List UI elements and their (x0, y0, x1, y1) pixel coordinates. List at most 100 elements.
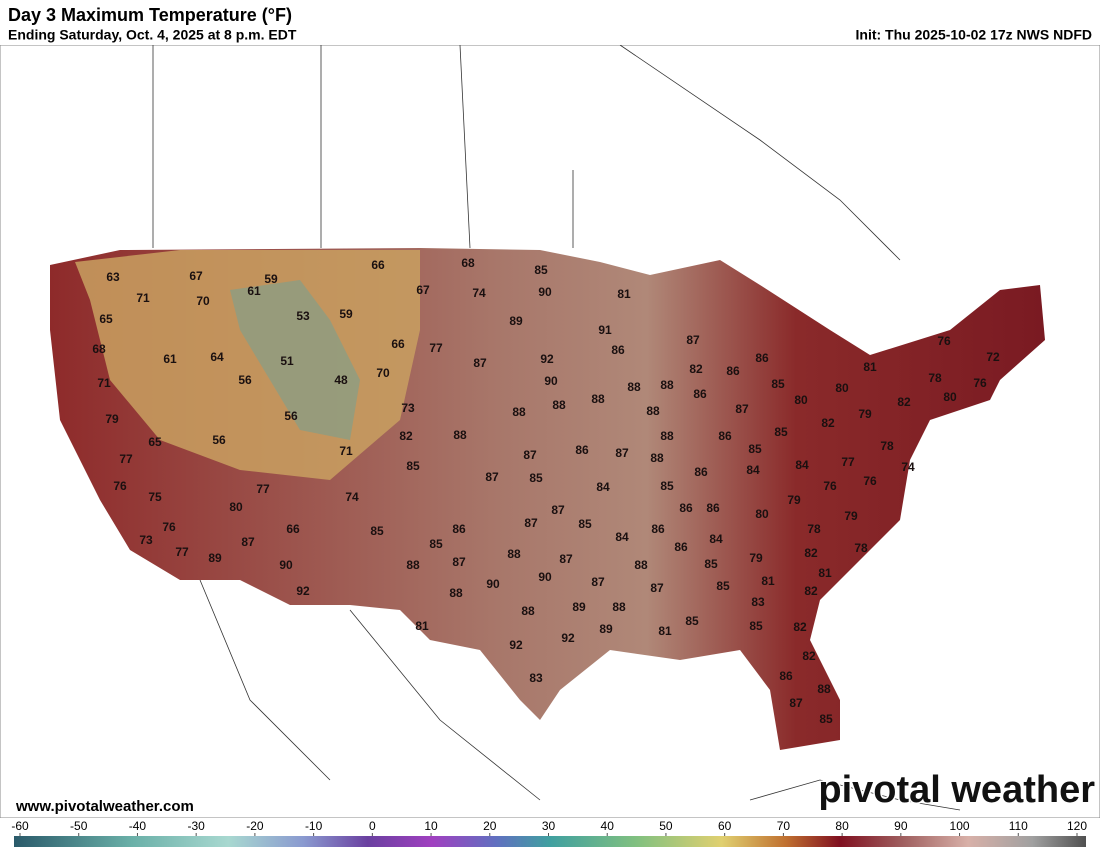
colorbar-tick-label: 20 (483, 819, 497, 833)
temperature-label: 88 (453, 428, 467, 442)
colorbar-ticks: -60 -50 -40 -30 -20 -10 0 10 20 30 40 50 60 70 80 90 100… (11, 819, 1087, 836)
temperature-label: 87 (591, 575, 605, 589)
temperature-label: 85 (406, 459, 420, 473)
temperature-label: 81 (617, 287, 631, 301)
temperature-label: 66 (286, 522, 300, 536)
header-bar (0, 0, 1100, 45)
temperature-label: 87 (452, 555, 466, 569)
temperature-label: 80 (835, 381, 849, 395)
colorbar-tick-label: 70 (777, 819, 791, 833)
temperature-label: 84 (709, 532, 723, 546)
temperature-label: 74 (345, 490, 359, 504)
temperature-label: 92 (296, 584, 310, 598)
temperature-label: 77 (429, 341, 443, 355)
rockies-field (230, 280, 360, 440)
temperature-label: 87 (551, 503, 565, 517)
temperature-label: 87 (735, 402, 749, 416)
temperature-label: 67 (189, 269, 203, 283)
temperature-label: 82 (897, 395, 911, 409)
temperature-label: 79 (787, 493, 801, 507)
temperature-label: 88 (507, 547, 521, 561)
temperature-label: 79 (105, 412, 119, 426)
temperature-label: 85 (534, 263, 548, 277)
colorbar-tick-label: 100 (950, 819, 970, 833)
temperature-label: 87 (650, 581, 664, 595)
temperature-label: 61 (247, 284, 261, 298)
temperature-label: 72 (986, 350, 1000, 364)
temperature-label: 87 (686, 333, 700, 347)
temperature-label: 68 (461, 256, 475, 270)
colorbar-tick-label: 120 (1067, 819, 1087, 833)
temperature-label: 88 (612, 600, 626, 614)
temperature-label: 90 (538, 570, 552, 584)
temperature-label: 63 (106, 270, 120, 284)
temperature-label: 92 (540, 352, 554, 366)
temperature-label: 82 (804, 584, 818, 598)
temperature-label: 82 (821, 416, 835, 430)
temperature-label: 79 (844, 509, 858, 523)
temperature-label: 77 (841, 455, 855, 469)
temperature-label: 85 (704, 557, 718, 571)
temperature-label: 87 (559, 552, 573, 566)
temperature-label: 77 (256, 482, 270, 496)
temperature-label: 64 (210, 350, 224, 364)
temperature-label: 80 (229, 500, 243, 514)
temperature-label: 90 (486, 577, 500, 591)
temperature-label: 87 (473, 356, 487, 370)
temperature-label: 59 (264, 272, 278, 286)
temperature-label: 88 (512, 405, 526, 419)
temperature-label: 89 (599, 622, 613, 636)
temperature-label: 88 (406, 558, 420, 572)
website: www.pivotalweather.com (15, 798, 194, 815)
temperature-label: 80 (794, 393, 808, 407)
temperature-label: 92 (509, 638, 523, 652)
temperature-label: 85 (370, 524, 384, 538)
colorbar-tick-label: 80 (835, 819, 849, 833)
temperature-label: 71 (339, 444, 353, 458)
temperature-label: 81 (818, 566, 832, 580)
temperature-label: 81 (761, 574, 775, 588)
temperature-label: 87 (241, 535, 255, 549)
temperature-label: 88 (634, 558, 648, 572)
colorbar-tick-label: 60 (718, 819, 732, 833)
colorbar-tick-label: 90 (894, 819, 908, 833)
temperature-label: 85 (529, 471, 543, 485)
colorbar-tick-label: -10 (305, 819, 323, 833)
colorbar-tick-label: 0 (369, 819, 376, 833)
temperature-label: 84 (615, 530, 629, 544)
temperature-label: 77 (119, 452, 133, 466)
temperature-label: 82 (804, 546, 818, 560)
temperature-label: 82 (793, 620, 807, 634)
temperature-label: 53 (296, 309, 310, 323)
temperature-label: 86 (651, 522, 665, 536)
temperature-label: 65 (99, 312, 113, 326)
temperature-label: 88 (627, 380, 641, 394)
temperature-label: 48 (334, 373, 348, 387)
colorbar-tick-label: -60 (11, 819, 29, 833)
temperature-label: 86 (575, 443, 589, 457)
temperature-label: 88 (521, 604, 535, 618)
temperature-label: 86 (706, 501, 720, 515)
colorbar-tick-label: 50 (659, 819, 673, 833)
temperature-label: 76 (162, 520, 176, 534)
temperature-label: 89 (208, 551, 222, 565)
temperature-label: 87 (789, 696, 803, 710)
temperature-label: 86 (674, 540, 688, 554)
colorbar-tick-label: 30 (542, 819, 556, 833)
temperature-label: 56 (284, 409, 298, 423)
temperature-label: 86 (452, 522, 466, 536)
temperature-label: 84 (746, 463, 760, 477)
temperature-label: 81 (863, 360, 877, 374)
temperature-label: 76 (863, 474, 877, 488)
temperature-label: 86 (718, 429, 732, 443)
temperature-label: 85 (685, 614, 699, 628)
subtitle: Ending Saturday, Oct. 4, 2025 at 8 p.m. … (8, 27, 297, 43)
temperature-label: 84 (795, 458, 809, 472)
temperature-label: 85 (716, 579, 730, 593)
temperature-label: 86 (679, 501, 693, 515)
temperature-label: 89 (509, 314, 523, 328)
temperature-label: 87 (615, 446, 629, 460)
temperature-label: 83 (529, 671, 543, 685)
temperature-label: 66 (371, 258, 385, 272)
